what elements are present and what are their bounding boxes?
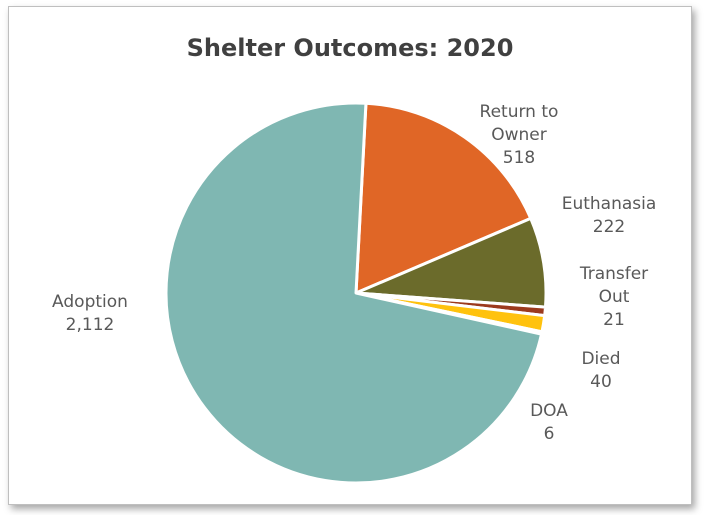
chart-title: Shelter Outcomes: 2020 (186, 34, 514, 62)
data-label-transfer-out: Transfer Out 21 (579, 264, 648, 330)
pie-slice-adoption (164, 101, 543, 485)
data-label-return-to-owner: Return to Owner 518 (480, 102, 559, 168)
data-label-died: Died 40 (581, 349, 620, 392)
pie-slice-return-to-owner (354, 101, 533, 295)
data-label-doa: DOA 6 (530, 401, 568, 444)
data-label-adoption: Adoption 2,112 (52, 292, 128, 335)
data-label-euthanasia: Euthanasia 222 (562, 194, 657, 237)
chart-frame: Shelter Outcomes: 2020 Return to Owner 518… (8, 6, 692, 505)
